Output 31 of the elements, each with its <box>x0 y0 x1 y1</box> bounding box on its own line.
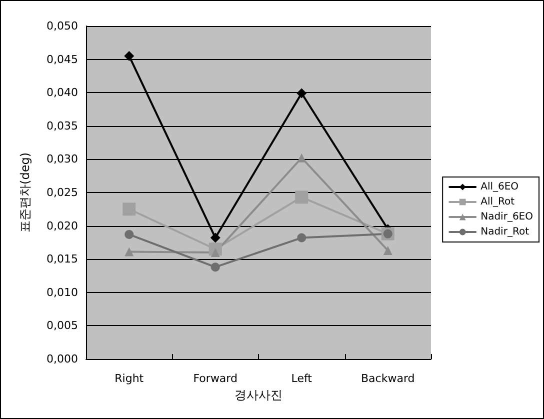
point <box>124 50 134 61</box>
point <box>124 230 134 239</box>
y-tick-label: 0,010 <box>46 286 78 299</box>
y-tick-label: 0,025 <box>46 186 78 199</box>
legend-label: All_6EO <box>480 182 519 192</box>
x-axis-title: 경사사진 <box>234 388 282 402</box>
y-tick-label: 0,040 <box>46 86 78 100</box>
legend-label: Nadir_Rot <box>480 226 530 238</box>
y-tick-label: 0,020 <box>46 219 78 232</box>
y-tick-label: 0,005 <box>46 319 78 332</box>
x-tick-label: Backward <box>360 372 415 385</box>
x-tick-label: Right <box>114 372 144 385</box>
point <box>383 246 392 255</box>
x-tick-label: Forward <box>193 372 238 385</box>
point <box>296 88 307 98</box>
y-tick-label: 0,030 <box>46 152 78 166</box>
legend-label: Nadir_6EO <box>480 212 534 222</box>
point <box>124 247 134 256</box>
y-tick-label: 0,050 <box>46 20 78 32</box>
legend-label: All_Rot <box>480 196 515 208</box>
point <box>122 202 136 216</box>
y-tick-label: 0,035 <box>46 119 78 132</box>
point <box>210 262 220 272</box>
y-tick-label: 0,045 <box>46 52 78 66</box>
point <box>210 232 220 243</box>
point <box>297 233 306 242</box>
y-axis-title: 표준편차(deg) <box>18 152 32 232</box>
y-tick-label: 0,015 <box>46 252 78 266</box>
y-tick-label: 0,000 <box>46 352 78 366</box>
point <box>295 190 308 204</box>
x-tick-label: Left <box>291 372 313 385</box>
